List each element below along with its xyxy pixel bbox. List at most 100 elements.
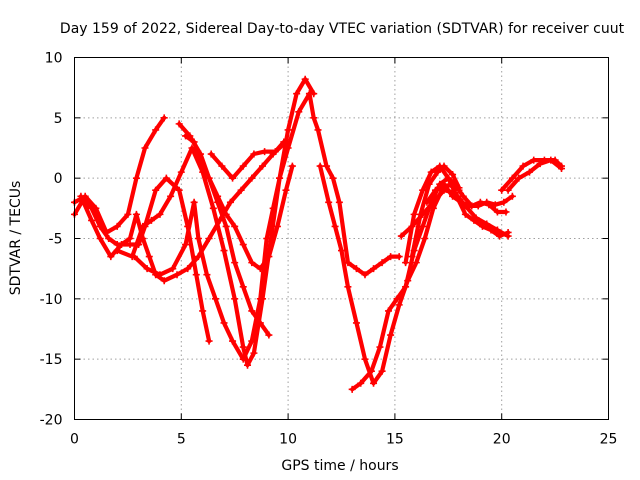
data-point [440, 180, 448, 188]
data-point [395, 253, 403, 261]
x-axis-label: GPS time / hours [281, 458, 398, 474]
data-point [190, 138, 198, 146]
data-point [395, 301, 403, 309]
data-point [175, 186, 183, 194]
data-point [338, 247, 345, 255]
data-point [449, 192, 457, 200]
data-point [130, 253, 138, 261]
x-tick-label: 5 [177, 432, 186, 448]
data-point [508, 192, 516, 200]
y-tick-label: -20 [40, 413, 63, 429]
data-point [269, 204, 277, 212]
data-point [305, 90, 313, 98]
y-tick-label: 5 [54, 111, 63, 127]
data-point [207, 150, 215, 158]
grid-lines [74, 57, 609, 420]
data-point [231, 295, 239, 303]
data-point [472, 214, 480, 222]
data-point [478, 222, 486, 230]
data-point [378, 259, 386, 267]
data-point [429, 198, 437, 206]
data-point [141, 144, 149, 152]
data-point [175, 120, 183, 128]
data-point [412, 259, 420, 267]
y-tick-label: 0 [54, 171, 63, 187]
data-point [352, 319, 360, 327]
data-point [483, 198, 491, 206]
data-point [265, 331, 273, 339]
data-series-track-10 [318, 164, 462, 386]
data-point [361, 271, 369, 279]
data-point [301, 75, 309, 83]
data-point [402, 283, 410, 291]
data-point [105, 235, 113, 242]
data-point [194, 235, 202, 242]
data-point [113, 222, 121, 230]
data-point [402, 259, 410, 267]
data-point [205, 235, 213, 242]
y-tick-label: 10 [45, 51, 63, 67]
data-point [530, 156, 538, 164]
data-point [376, 343, 384, 351]
data-point [387, 253, 395, 261]
data-point [190, 198, 198, 206]
data-point [425, 180, 433, 188]
data-point [248, 307, 256, 315]
data-point [397, 232, 405, 240]
data-point [152, 186, 160, 194]
data-point [192, 271, 200, 279]
data-point [231, 259, 239, 267]
data-point [444, 174, 452, 182]
data-point [258, 162, 266, 170]
data-point [250, 150, 258, 158]
data-point [173, 271, 181, 279]
x-tick-label: 10 [279, 432, 297, 448]
data-point [162, 174, 170, 182]
data-point [139, 222, 147, 230]
data-point [256, 265, 264, 273]
data-point [352, 265, 360, 273]
data-point [370, 379, 378, 387]
data-point [393, 295, 401, 303]
data-point [214, 192, 222, 200]
data-point [331, 222, 339, 230]
data-series-track-4 [115, 77, 316, 368]
data-point [293, 90, 301, 98]
y-tick-label: -5 [49, 232, 63, 248]
data-point [167, 192, 175, 200]
data-point [284, 144, 292, 152]
data-point [525, 168, 533, 176]
x-tick-label: 20 [493, 432, 511, 448]
data-point [226, 198, 234, 206]
data-point [211, 295, 219, 303]
data-point [205, 174, 213, 182]
data-point [457, 198, 465, 206]
data-point [117, 241, 125, 249]
data-point [147, 216, 155, 224]
data-point [280, 138, 288, 146]
data-point [551, 156, 559, 164]
data-point [156, 210, 164, 218]
data-point [222, 210, 230, 218]
data-point [250, 349, 258, 357]
data-point [248, 174, 256, 182]
data-point [361, 355, 369, 363]
data-point [519, 162, 527, 170]
data-point [493, 226, 501, 234]
data-point [184, 265, 192, 273]
data-point [440, 162, 448, 170]
data-point [124, 210, 132, 218]
data-point [295, 108, 303, 116]
data-point [239, 343, 247, 351]
data-point [265, 253, 273, 261]
data-point [558, 162, 566, 170]
y-tick-label: -10 [40, 292, 63, 308]
data-point [417, 210, 425, 218]
data-point [449, 171, 457, 179]
data-point [169, 265, 177, 273]
data-point [237, 186, 245, 194]
data-point [199, 307, 207, 315]
data-point [203, 271, 211, 279]
data-point [229, 337, 237, 345]
data-point [273, 222, 281, 230]
